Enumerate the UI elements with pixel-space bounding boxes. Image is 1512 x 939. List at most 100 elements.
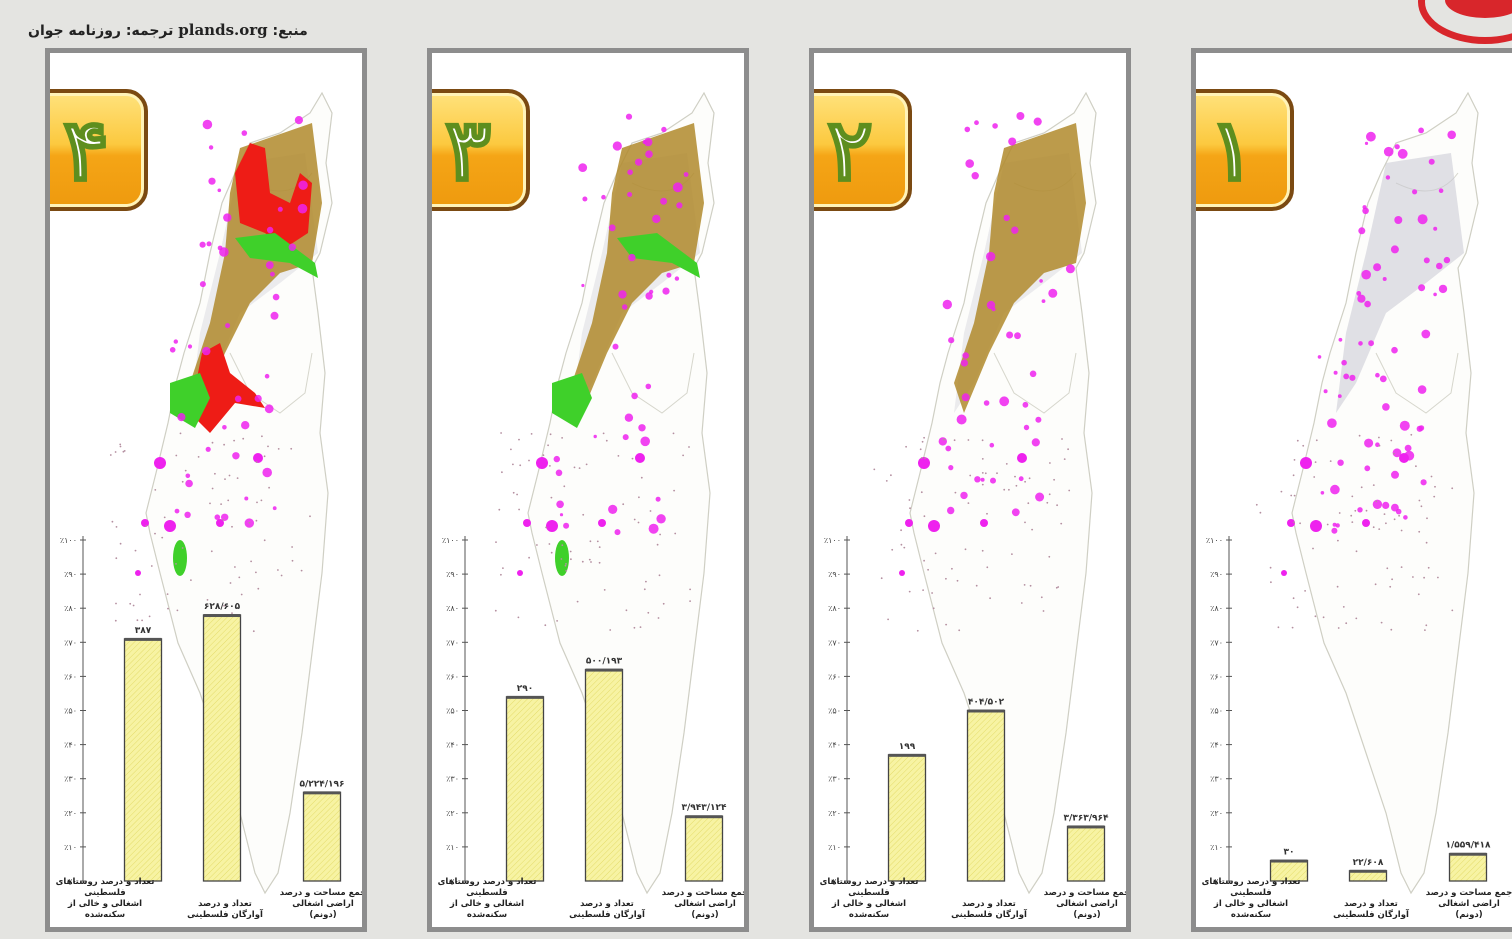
small-dot bbox=[134, 549, 137, 552]
small-dot bbox=[954, 491, 957, 494]
small-dot bbox=[1351, 495, 1354, 498]
village-dot bbox=[660, 197, 668, 205]
y-tick-label: ٪۹۰ bbox=[64, 570, 77, 579]
village-dot bbox=[661, 126, 667, 133]
source-prefix: منبع: bbox=[272, 23, 308, 39]
small-dot bbox=[154, 489, 157, 491]
village-dot bbox=[1006, 331, 1014, 339]
bar-chart-2: ٪۰ ٪۱۰ ٪۲۰ ٪۳۰ ٪۴۰ ٪۵۰ ٪۶۰ ٪۷۰ ٪۸۰ ٪۹۰ ٪۱۰۰ ۱۹۹ ۴۰۴/… bbox=[824, 536, 1109, 886]
y-tick-label: ٪۵۰ bbox=[446, 707, 459, 716]
small-dot bbox=[1337, 627, 1340, 629]
village-dot bbox=[1421, 329, 1431, 339]
village-dot bbox=[622, 304, 628, 310]
y-tick-label: ٪۵۰ bbox=[1210, 707, 1223, 716]
small-dot bbox=[1354, 509, 1357, 512]
source-credit: منبع: plands.org ترجمه: روزنامه جوان bbox=[28, 21, 308, 39]
small-dot bbox=[163, 516, 166, 519]
small-dot bbox=[943, 438, 946, 441]
small-dot bbox=[951, 567, 953, 570]
small-dot bbox=[119, 445, 122, 448]
village-dot bbox=[1362, 207, 1369, 215]
village-dot bbox=[598, 519, 606, 527]
panel-number-badge: ۳ bbox=[432, 89, 530, 211]
small-dot bbox=[547, 444, 549, 447]
small-dot bbox=[175, 563, 177, 565]
small-dot bbox=[548, 543, 551, 545]
village-dot bbox=[956, 414, 967, 425]
village-dot bbox=[631, 392, 638, 400]
small-dot bbox=[1345, 622, 1348, 625]
y-tick-label: ٪۶۰ bbox=[446, 672, 459, 681]
small-dot bbox=[114, 451, 117, 453]
small-dot bbox=[645, 580, 647, 583]
village-dot bbox=[202, 346, 211, 356]
village-dot bbox=[1383, 146, 1394, 157]
small-dot bbox=[1292, 474, 1295, 477]
y-tick-label: ٪۷۰ bbox=[828, 638, 841, 647]
village-dot bbox=[666, 272, 672, 278]
small-dot bbox=[986, 566, 989, 569]
bar-cap bbox=[303, 791, 341, 795]
small-dot bbox=[280, 574, 283, 577]
village-dot bbox=[1373, 263, 1382, 272]
small-dot bbox=[518, 508, 520, 511]
small-dot bbox=[576, 600, 579, 603]
village-dot bbox=[277, 206, 283, 212]
small-dot bbox=[512, 463, 514, 466]
small-dot bbox=[277, 569, 279, 571]
small-dot bbox=[942, 438, 945, 441]
bar-cap bbox=[1270, 859, 1308, 863]
village-dot bbox=[1327, 418, 1337, 429]
village-dot bbox=[1357, 294, 1366, 303]
small-dot bbox=[224, 478, 226, 480]
category-label-land: جمع مساحت و درصد اراضی اشغالی (دونم) bbox=[1043, 888, 1131, 920]
category-label-land: جمع مساحت و درصد اراضی اشغالی (دونم) bbox=[279, 888, 367, 920]
village-dot bbox=[578, 163, 588, 172]
small-dot bbox=[1380, 621, 1383, 624]
small-dot bbox=[255, 461, 258, 463]
village-dot bbox=[965, 159, 974, 168]
small-dot bbox=[267, 445, 269, 448]
bar-value-label: ۱/۵۵۹/۴۱۸ bbox=[1445, 841, 1491, 851]
village-dot bbox=[1428, 158, 1435, 165]
small-dot bbox=[263, 539, 266, 542]
village-dot bbox=[645, 292, 653, 300]
village-dot bbox=[164, 520, 176, 532]
small-dot bbox=[1005, 463, 1008, 465]
small-dot bbox=[1337, 539, 1339, 542]
y-tick-label: ٪۱۰۰ bbox=[824, 536, 841, 545]
village-dot bbox=[199, 281, 206, 288]
small-dot bbox=[150, 565, 153, 567]
small-dot bbox=[565, 569, 568, 572]
border-line bbox=[993, 352, 1077, 414]
small-dot bbox=[916, 629, 919, 632]
village-dot bbox=[1035, 492, 1045, 502]
village-dot bbox=[1418, 425, 1425, 431]
small-dot bbox=[570, 558, 572, 561]
small-dot bbox=[549, 433, 552, 436]
border-line bbox=[1375, 352, 1459, 414]
small-dot bbox=[900, 529, 902, 532]
village-dot bbox=[1418, 127, 1424, 134]
bar bbox=[202, 614, 242, 882]
small-dot bbox=[512, 491, 515, 494]
village-dot bbox=[272, 506, 277, 511]
bar bbox=[966, 709, 1006, 882]
village-dot bbox=[1443, 256, 1451, 264]
small-dot bbox=[519, 464, 522, 467]
village-dot bbox=[288, 243, 296, 251]
small-dot bbox=[682, 454, 684, 457]
small-dot bbox=[885, 480, 888, 482]
small-dot bbox=[637, 521, 640, 524]
small-dot bbox=[563, 485, 566, 488]
y-tick-label: ٪۲۰ bbox=[1210, 809, 1223, 818]
small-dot bbox=[1304, 590, 1306, 592]
small-dot bbox=[920, 457, 923, 459]
small-dot bbox=[1451, 487, 1454, 490]
small-dot bbox=[1048, 555, 1051, 558]
small-dot bbox=[309, 515, 311, 518]
village-dot bbox=[1423, 257, 1430, 264]
small-dot bbox=[689, 600, 691, 602]
small-dot bbox=[673, 489, 675, 492]
y-tick-label: ٪۱۰۰ bbox=[1206, 536, 1223, 545]
